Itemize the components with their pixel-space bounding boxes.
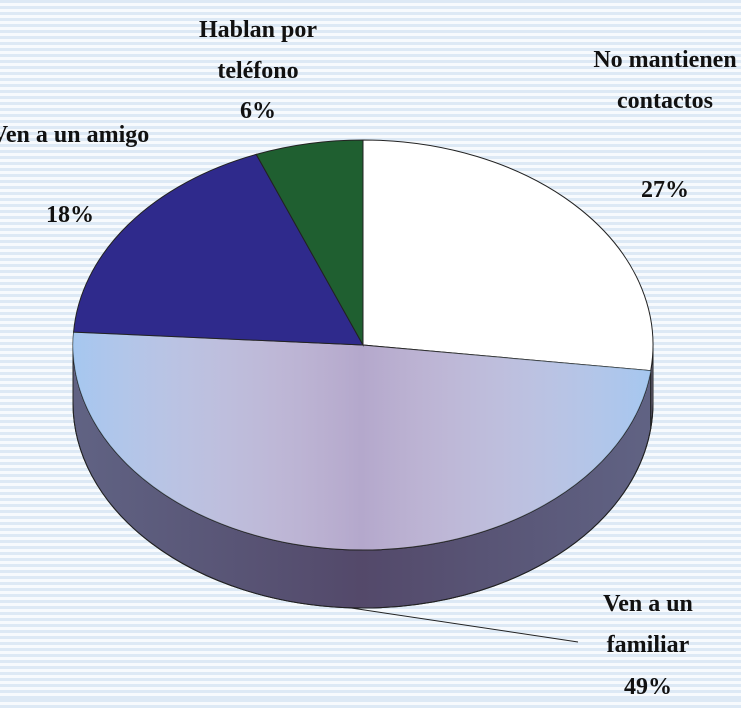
slice <box>73 153 364 346</box>
value-label: 49% <box>624 674 672 700</box>
slice-shade <box>72 332 651 550</box>
value-label: 6% <box>240 98 276 124</box>
slice-label: Ven a un amigo <box>0 122 150 148</box>
value-label: 18% <box>46 202 94 228</box>
slice-label: Ven a un familiar <box>603 591 693 658</box>
slice <box>255 139 364 347</box>
slice <box>362 139 654 372</box>
slice-label: Hablan por teléfono <box>198 17 318 84</box>
value-label: 27% <box>641 177 689 203</box>
leader-line <box>337 605 579 643</box>
slice-label: No mantienen contactos <box>593 47 737 114</box>
